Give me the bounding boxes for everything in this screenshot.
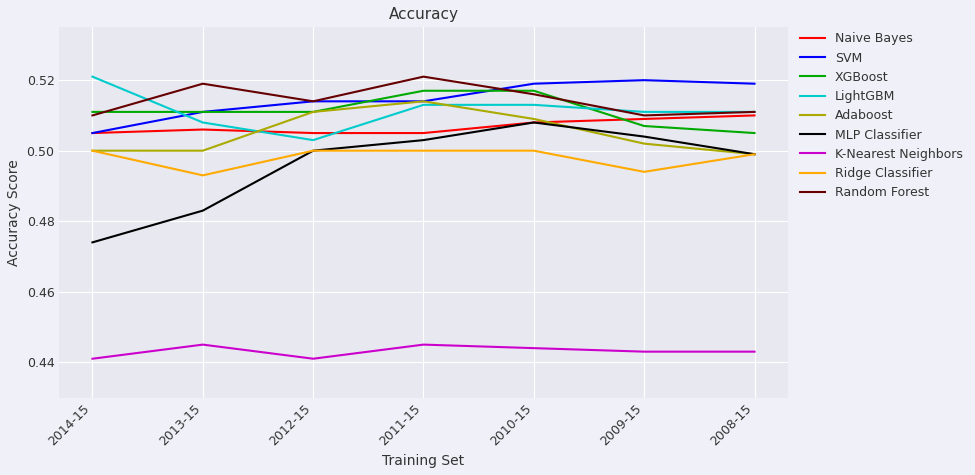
LightGBM bbox=[417, 102, 429, 108]
Adaboost bbox=[307, 109, 319, 115]
LightGBM bbox=[197, 120, 209, 125]
XGBoost bbox=[528, 88, 540, 94]
Ridge Classifier bbox=[528, 148, 540, 153]
XGBoost bbox=[307, 109, 319, 115]
Random Forest bbox=[639, 113, 650, 118]
Random Forest bbox=[528, 91, 540, 97]
Adaboost bbox=[528, 116, 540, 122]
Line: SVM: SVM bbox=[93, 80, 755, 133]
LightGBM bbox=[528, 102, 540, 108]
Naive Bayes bbox=[528, 120, 540, 125]
Naive Bayes bbox=[197, 127, 209, 133]
Naive Bayes bbox=[87, 130, 98, 136]
Random Forest bbox=[417, 74, 429, 79]
SVM bbox=[417, 98, 429, 104]
Random Forest bbox=[197, 81, 209, 86]
Legend: Naive Bayes, SVM, XGBoost, LightGBM, Adaboost, MLP Classifier, K-Nearest Neighbo: Naive Bayes, SVM, XGBoost, LightGBM, Ada… bbox=[795, 27, 968, 204]
K-Nearest Neighbors bbox=[197, 342, 209, 347]
MLP Classifier bbox=[197, 208, 209, 213]
Line: Naive Bayes: Naive Bayes bbox=[93, 115, 755, 133]
XGBoost bbox=[197, 109, 209, 115]
SVM bbox=[639, 77, 650, 83]
MLP Classifier bbox=[639, 134, 650, 140]
SVM bbox=[197, 109, 209, 115]
SVM bbox=[749, 81, 761, 86]
Naive Bayes bbox=[307, 130, 319, 136]
Random Forest bbox=[307, 98, 319, 104]
Random Forest bbox=[87, 113, 98, 118]
SVM bbox=[528, 81, 540, 86]
Line: XGBoost: XGBoost bbox=[93, 91, 755, 133]
Naive Bayes bbox=[417, 130, 429, 136]
Title: Accuracy: Accuracy bbox=[388, 7, 458, 22]
Line: Ridge Classifier: Ridge Classifier bbox=[93, 151, 755, 175]
X-axis label: Training Set: Training Set bbox=[382, 454, 464, 468]
MLP Classifier bbox=[417, 137, 429, 143]
Line: MLP Classifier: MLP Classifier bbox=[93, 123, 755, 242]
XGBoost bbox=[87, 109, 98, 115]
Naive Bayes bbox=[749, 113, 761, 118]
Adaboost bbox=[417, 98, 429, 104]
K-Nearest Neighbors bbox=[749, 349, 761, 354]
XGBoost bbox=[417, 88, 429, 94]
MLP Classifier bbox=[307, 148, 319, 153]
Adaboost bbox=[639, 141, 650, 146]
XGBoost bbox=[749, 130, 761, 136]
Line: K-Nearest Neighbors: K-Nearest Neighbors bbox=[93, 344, 755, 359]
K-Nearest Neighbors bbox=[87, 356, 98, 361]
Adaboost bbox=[197, 148, 209, 153]
SVM bbox=[87, 130, 98, 136]
LightGBM bbox=[749, 109, 761, 115]
LightGBM bbox=[307, 137, 319, 143]
XGBoost bbox=[639, 123, 650, 129]
Random Forest bbox=[749, 109, 761, 115]
MLP Classifier bbox=[749, 152, 761, 157]
MLP Classifier bbox=[87, 239, 98, 245]
SVM bbox=[307, 98, 319, 104]
MLP Classifier bbox=[528, 120, 540, 125]
Ridge Classifier bbox=[639, 169, 650, 175]
K-Nearest Neighbors bbox=[528, 345, 540, 351]
Ridge Classifier bbox=[87, 148, 98, 153]
Naive Bayes bbox=[639, 116, 650, 122]
K-Nearest Neighbors bbox=[417, 342, 429, 347]
Ridge Classifier bbox=[749, 152, 761, 157]
Ridge Classifier bbox=[417, 148, 429, 153]
Ridge Classifier bbox=[197, 172, 209, 178]
K-Nearest Neighbors bbox=[307, 356, 319, 361]
LightGBM bbox=[639, 109, 650, 115]
Adaboost bbox=[87, 148, 98, 153]
LightGBM bbox=[87, 74, 98, 79]
Adaboost bbox=[749, 152, 761, 157]
Line: LightGBM: LightGBM bbox=[93, 76, 755, 140]
Line: Random Forest: Random Forest bbox=[93, 76, 755, 115]
Line: Adaboost: Adaboost bbox=[93, 101, 755, 154]
K-Nearest Neighbors bbox=[639, 349, 650, 354]
Ridge Classifier bbox=[307, 148, 319, 153]
Y-axis label: Accuracy Score: Accuracy Score bbox=[7, 159, 20, 266]
